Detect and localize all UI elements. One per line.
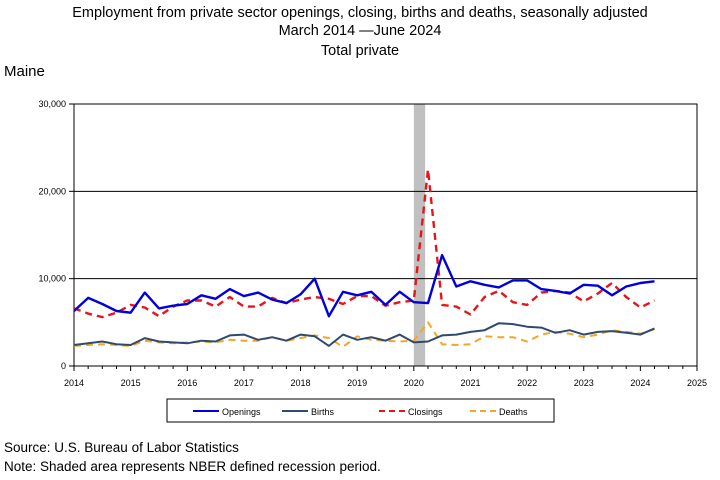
plot-frame [73, 103, 698, 367]
legend-label-deaths: Deaths [499, 407, 528, 417]
y-tick-label: 30,000 [38, 99, 66, 109]
legend-label-closings: Closings [408, 407, 443, 417]
legend-label-openings: Openings [222, 407, 261, 417]
series-lines [73, 168, 656, 348]
x-tick-label: 2019 [347, 378, 367, 388]
axes: 0 10,000 20,000 30,000 2014 2015 2016 2017 2018 2… [38, 99, 707, 388]
legend-box [166, 398, 555, 423]
x-tick-label: 2018 [291, 378, 311, 388]
x-tick-label: 2023 [574, 378, 594, 388]
x-tick-label: 2022 [517, 378, 537, 388]
y-tick-label: 0 [61, 361, 66, 371]
openings-line [73, 253, 655, 318]
x-tick-label: 2024 [630, 378, 650, 388]
x-tick-label: 2016 [177, 378, 197, 388]
employment-chart: 0 10,000 20,000 30,000 2014 2015 2016 2017 2018 2… [38, 99, 707, 423]
deaths-line [73, 321, 655, 348]
gridlines [74, 190, 697, 280]
x-tick-label: 2017 [234, 378, 254, 388]
recession-band [413, 104, 426, 366]
chart-title: Employment from private sector openings,… [72, 5, 648, 21]
source-note: Source: U.S. Bureau of Labor Statistics [4, 440, 239, 455]
legend: Openings Births Closings Deaths [166, 398, 555, 423]
state-label: Maine [4, 63, 45, 80]
legend-label-births: Births [311, 407, 335, 417]
y-tick-label: 20,000 [38, 186, 66, 196]
x-tick-label: 2020 [404, 378, 424, 388]
x-tick-label: 2025 [687, 378, 707, 388]
x-tick-label: 2014 [64, 378, 84, 388]
chart-subtitle: Total private [320, 43, 400, 59]
chart-date-range: March 2014 —June 2024 [278, 23, 442, 39]
x-tick-label: 2015 [121, 378, 141, 388]
x-tick-label: 2021 [460, 378, 480, 388]
recession-shading [413, 104, 426, 366]
births-line [73, 322, 655, 347]
recession-note: Note: Shaded area represents NBER define… [4, 459, 381, 474]
y-tick-label: 10,000 [38, 274, 66, 284]
